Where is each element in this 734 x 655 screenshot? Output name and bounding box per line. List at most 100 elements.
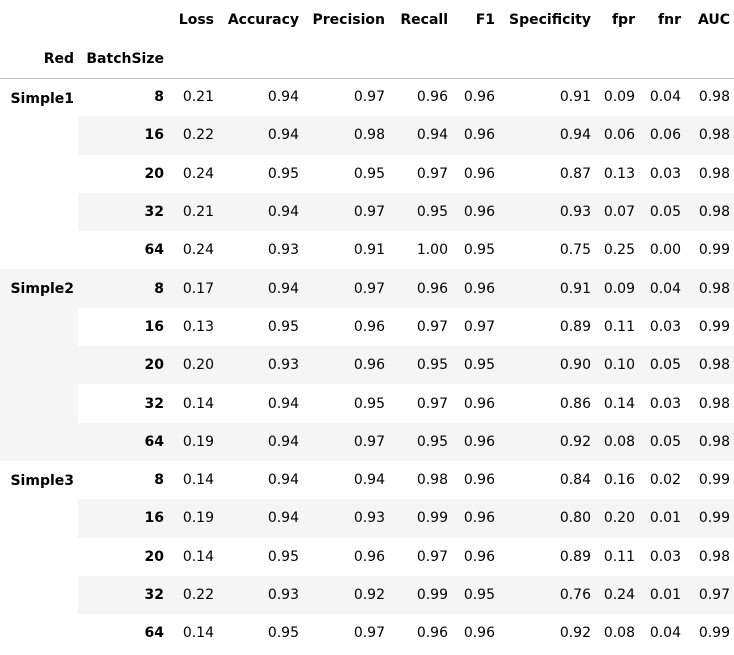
column-header-fnr: fnr xyxy=(658,12,681,28)
metric-cell: 0.93 xyxy=(303,499,389,538)
metric-cell: 0.24 xyxy=(168,154,218,193)
metric-cell: 0.24 xyxy=(168,231,218,270)
table-row: 32 0.21 0.94 0.97 0.95 0.96 0.93 0.07 0.05 0.98 xyxy=(0,192,734,232)
metric-cell: 0.96 xyxy=(389,614,452,653)
column-header-recall: Recall xyxy=(400,12,448,28)
metric-cell: 0.09 xyxy=(595,269,639,308)
metric-cell: 0.99 xyxy=(685,614,734,653)
metric-cell: 0.94 xyxy=(218,422,303,461)
column-header-row: Loss Accuracy Precision Recall F1 Specif… xyxy=(0,0,734,40)
table-row: 64 0.24 0.93 0.91 1.00 0.95 0.75 0.25 0.00 0.99 xyxy=(0,231,734,270)
metric-cell: 0.05 xyxy=(639,192,685,232)
metric-cell: 0.93 xyxy=(218,575,303,615)
metric-cell: 0.03 xyxy=(639,154,685,193)
batchsize-cell: 8 xyxy=(78,460,168,500)
metric-cell: 0.95 xyxy=(389,346,452,385)
metric-cell: 0.14 xyxy=(595,384,639,423)
metric-cell: 0.96 xyxy=(452,78,499,117)
column-header-auc: AUC xyxy=(697,12,730,28)
table-row: 64 0.14 0.95 0.97 0.96 0.96 0.92 0.08 0.04 0.99 xyxy=(0,614,734,653)
metric-cell: 0.96 xyxy=(452,537,499,576)
batchsize-cell: 16 xyxy=(78,499,168,538)
column-header-specificity: Specificity xyxy=(509,12,591,28)
metric-cell: 0.95 xyxy=(218,614,303,653)
metric-cell: 0.01 xyxy=(639,499,685,538)
metric-cell: 0.10 xyxy=(595,346,639,385)
metric-cell: 0.99 xyxy=(685,307,734,347)
metric-cell: 0.96 xyxy=(389,269,452,308)
table-row: 16 0.22 0.94 0.98 0.94 0.96 0.94 0.06 0.06 0.98 xyxy=(0,116,734,155)
metric-cell: 0.95 xyxy=(389,422,452,461)
metric-cell: 0.94 xyxy=(389,116,452,155)
batchsize-cell: 16 xyxy=(78,116,168,155)
metric-cell: 0.24 xyxy=(595,575,639,615)
metric-cell: 0.08 xyxy=(595,422,639,461)
table-row: 64 0.19 0.94 0.97 0.95 0.96 0.92 0.08 0.05 0.98 xyxy=(0,422,734,461)
metric-cell: 0.98 xyxy=(685,269,734,308)
metric-cell: 0.95 xyxy=(218,154,303,193)
metric-cell: 0.97 xyxy=(389,307,452,347)
metric-cell: 0.96 xyxy=(452,614,499,653)
metric-cell: 0.14 xyxy=(168,384,218,423)
metric-cell: 0.19 xyxy=(168,422,218,461)
metric-cell: 0.92 xyxy=(499,422,595,461)
blank-header-cell xyxy=(78,0,168,40)
metric-cell: 0.93 xyxy=(499,192,595,232)
batchsize-cell: 16 xyxy=(78,307,168,347)
metric-cell: 0.03 xyxy=(639,307,685,347)
metric-cell: 0.96 xyxy=(452,116,499,155)
metric-cell: 0.89 xyxy=(499,537,595,576)
metric-cell: 0.05 xyxy=(639,422,685,461)
metric-cell: 0.99 xyxy=(685,460,734,500)
metric-cell: 1.00 xyxy=(389,231,452,270)
metric-cell: 0.75 xyxy=(499,231,595,270)
metric-cell: 0.97 xyxy=(389,154,452,193)
metric-cell: 0.96 xyxy=(452,269,499,308)
batchsize-cell: 8 xyxy=(78,78,168,117)
group-label: Simple1 xyxy=(0,78,78,270)
metric-cell: 0.94 xyxy=(218,116,303,155)
column-header-loss: Loss xyxy=(178,12,214,28)
table-row: Simple1 8 0.21 0.94 0.97 0.96 0.96 0.91 0.09 0.04… xyxy=(0,78,734,270)
metric-cell: 0.94 xyxy=(218,384,303,423)
metric-cell: 0.97 xyxy=(389,537,452,576)
metric-cell: 0.08 xyxy=(595,614,639,653)
table-row: 16 0.19 0.94 0.93 0.99 0.96 0.80 0.20 0.01 0.99 xyxy=(0,499,734,538)
metric-cell: 0.14 xyxy=(168,460,218,500)
index-name-batchsize: BatchSize xyxy=(78,40,168,79)
batchsize-cell: 64 xyxy=(78,231,168,270)
metric-cell: 0.02 xyxy=(639,460,685,500)
batchsize-cell: 20 xyxy=(78,346,168,385)
metric-cell: 0.97 xyxy=(303,78,389,117)
metric-cell: 0.90 xyxy=(499,346,595,385)
metric-cell: 0.94 xyxy=(218,460,303,500)
group-label: Simple3 xyxy=(0,460,78,653)
batchsize-cell: 32 xyxy=(78,192,168,232)
metric-cell: 0.09 xyxy=(595,78,639,117)
metric-cell: 0.03 xyxy=(639,537,685,576)
metric-cell: 0.94 xyxy=(303,460,389,500)
metric-cell: 0.97 xyxy=(303,192,389,232)
index-name-red: Red xyxy=(0,40,78,79)
table-row: 20 0.14 0.95 0.96 0.97 0.96 0.89 0.11 0.03 0.98 xyxy=(0,537,734,576)
batchsize-cell: 8 xyxy=(78,269,168,308)
metric-cell: 0.95 xyxy=(389,192,452,232)
metric-cell: 0.20 xyxy=(168,346,218,385)
metric-cell: 0.99 xyxy=(685,231,734,270)
metric-cell: 0.98 xyxy=(389,460,452,500)
metric-cell: 0.96 xyxy=(452,192,499,232)
metric-cell: 0.98 xyxy=(685,78,734,117)
metric-cell: 0.22 xyxy=(168,116,218,155)
metric-cell: 0.00 xyxy=(639,231,685,270)
batchsize-cell: 20 xyxy=(78,154,168,193)
metric-cell: 0.97 xyxy=(303,614,389,653)
metric-cell: 0.91 xyxy=(499,269,595,308)
index-name-row: Red BatchSize xyxy=(0,40,734,79)
metric-cell: 0.95 xyxy=(452,346,499,385)
metric-cell: 0.87 xyxy=(499,154,595,193)
table-row: 16 0.13 0.95 0.96 0.97 0.97 0.89 0.11 0.03 0.99 xyxy=(0,307,734,347)
metric-cell: 0.96 xyxy=(303,537,389,576)
metric-cell: 0.05 xyxy=(639,346,685,385)
batchsize-cell: 64 xyxy=(78,614,168,653)
table-row: Simple3 8 0.14 0.94 0.94 0.98 0.96 0.84 0.16 0.02… xyxy=(0,460,734,653)
